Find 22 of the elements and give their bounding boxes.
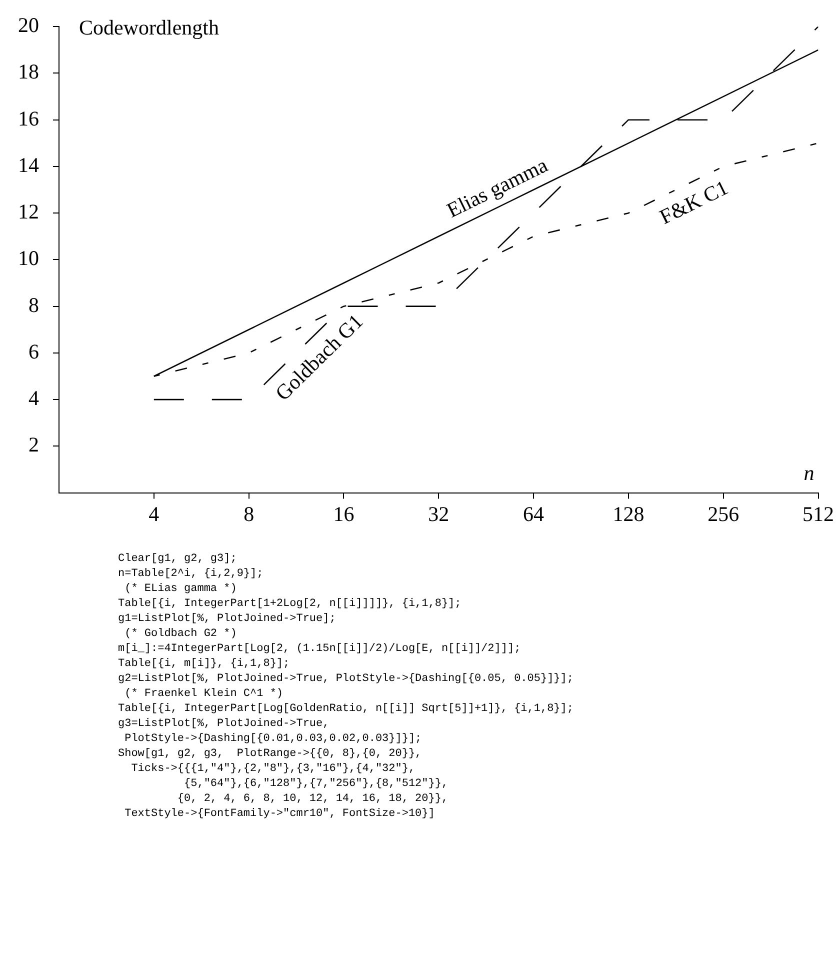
x-tick-label: 128 bbox=[612, 502, 644, 526]
y-tick-label: 2 bbox=[28, 432, 39, 457]
x-tick-label: 8 bbox=[244, 502, 254, 526]
y-tick-label: 18 bbox=[18, 60, 39, 84]
y-tick-label: 20 bbox=[18, 13, 39, 38]
text: F&K C1 bbox=[656, 175, 732, 230]
y-tick-label: 12 bbox=[18, 200, 39, 224]
x-tick-label: 64 bbox=[523, 502, 545, 526]
y-tick-label: 4 bbox=[28, 386, 40, 410]
y-tick-label: 14 bbox=[18, 152, 40, 177]
x-tick-label: 16 bbox=[333, 502, 354, 526]
y-tick-label: 16 bbox=[18, 106, 39, 130]
x-tick-label: 512 bbox=[802, 502, 834, 526]
y-tick-label: 6 bbox=[28, 339, 39, 364]
y-axis-title: Codewordlength bbox=[79, 16, 220, 40]
x-tick-label: 256 bbox=[708, 502, 740, 526]
text: Clear[g1, g2, g3]; n=Table[2^i, {i,2,9}]; (* ELias gamma *) Table[{i, IntegerPart[1+2Log[2, n[[i]]]]}, {i,1,8}]; g1=ListPlot[%, PlotJoined->True]; (* Goldbach G2 *) m[i_]:=4IntegerPart[Log[2, (1.15n[[i]]/2)/Log[E, n[[i]]/2]]]; Table[{i, m[i]}, {i,1,8}]; g2=ListPlot[%, PlotJoined->True, PlotStyle->{Dashing[{0.05, 0.05}]}]; (* Fraenkel Klein C^1 *) Table[{i, IntegerPart[Log[GoldenRatio, n[[i]] Sqrt[5]]+1]}, {i,1,8}]; g3=ListPlot[%, PlotJoined->True, PlotStyle->{Dashing[{0.01,0.03,0.02,0.03}]}]; Show[g1, g2, g3, PlotRange->{{0, 8},{0, 20}}, Ticks->{{{1,"4"},{2,"8"},{3,"16"},{4,"32"}, {5,"64"},{6,"128"},{7,"256"},{8,"512"}}, {0, 2, 4, 6, 8, 10, 12, 14, 16, 18, 20}}, TextStyle->{FontFamily->"cmr10", FontSize->10}] bbox=[118, 553, 574, 820]
x-tick-label: 32 bbox=[428, 502, 450, 526]
x-axis-title: n bbox=[804, 460, 814, 485]
y-tick-label: 8 bbox=[28, 292, 39, 317]
y-tick-label: 10 bbox=[18, 246, 39, 270]
x-tick-label: 4 bbox=[148, 502, 160, 526]
